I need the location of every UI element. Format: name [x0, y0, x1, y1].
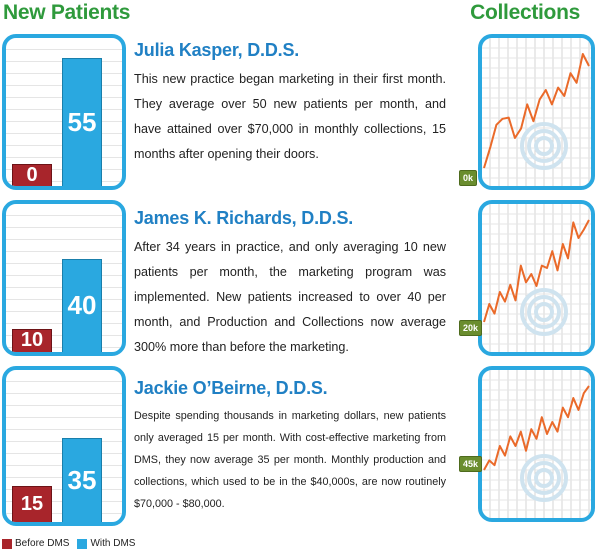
bar-value-label: 40: [67, 290, 97, 321]
dentist-name: Jackie O’Beirne, D.D.S.: [134, 378, 328, 398]
watermark-arc: [520, 454, 568, 502]
new-patients-chart-1: 0 55: [2, 34, 126, 190]
collections-chart-3: [478, 366, 595, 522]
testimonial-3: Jackie O’Beirne, D.D.S. Despite spending…: [134, 378, 446, 515]
collections-series-line: [483, 53, 590, 169]
collections-series-line: [483, 385, 590, 471]
legend-label-before: Before DMS: [15, 538, 70, 549]
collections-line-chart: [482, 370, 591, 518]
collections-start-tag: 0k: [459, 170, 478, 186]
legend-item-with: With DMS: [77, 538, 135, 549]
bar-before-dms: 10: [12, 328, 52, 352]
collections-chart-2: [478, 200, 595, 356]
watermark-arc: [520, 122, 568, 170]
collections-line-chart: [482, 204, 591, 352]
testimonial-text: Despite spending thousands in marketing …: [134, 410, 446, 510]
bar-with-dms: 35: [62, 438, 102, 522]
watermark-arc: [534, 468, 554, 488]
bar-before-dms: 0: [12, 164, 52, 186]
legend-label-with: With DMS: [90, 538, 136, 549]
testimonial-2: James K. Richards, D.D.S. After 34 years…: [134, 208, 446, 360]
dentist-name: Julia Kasper, D.D.S.: [134, 40, 300, 60]
testimonial-1: Julia Kasper, D.D.S. This new practice b…: [134, 40, 446, 167]
bar-value-label: 35: [67, 465, 97, 495]
collections-line-chart: [482, 38, 591, 186]
collections-heading: Collections: [470, 1, 580, 24]
watermark-arc: [534, 136, 554, 156]
bar-with-dms: 55: [62, 57, 102, 186]
bar-with-dms: 40: [62, 258, 102, 352]
new-patients-heading: New Patients: [3, 1, 131, 24]
collections-start-tag: 45k: [459, 456, 483, 472]
testimonial-text: After 34 years in practice, and only ave…: [134, 240, 446, 354]
collections-chart-1: [478, 34, 595, 190]
legend: Before DMS With DMS: [2, 538, 143, 549]
legend-item-before: Before DMS: [2, 538, 69, 549]
collections-series-line: [483, 219, 590, 323]
collections-start-tag: 20k: [459, 320, 483, 336]
watermark-arc: [527, 461, 561, 495]
new-patients-chart-2: 10 40: [2, 200, 126, 356]
dentist-name: James K. Richards, D.D.S.: [134, 208, 354, 228]
testimonial-text: This new practice began marketing in the…: [134, 72, 446, 161]
bar-before-dms: 15: [12, 486, 52, 522]
watermark-arc: [534, 302, 554, 322]
new-patients-chart-3: 15 35: [2, 366, 126, 526]
watermark-arc: [527, 129, 561, 163]
legend-swatch-before: [2, 538, 12, 549]
bar-value-label: 15: [20, 493, 44, 515]
watermark-arc: [520, 288, 568, 336]
bar-value-label: 55: [67, 106, 97, 137]
bar-value-label: 10: [20, 329, 44, 352]
legend-swatch-with: [77, 538, 88, 549]
watermark-arc: [527, 295, 561, 329]
bar-value-label: 0: [26, 164, 38, 186]
